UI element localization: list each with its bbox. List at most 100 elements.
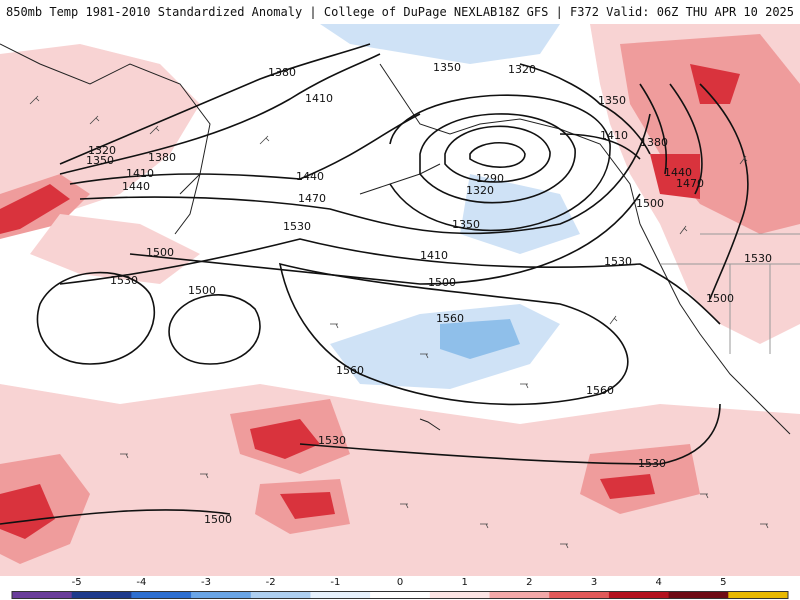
warm-area-sw-strong: [0, 484, 55, 539]
wind-barb: [480, 523, 489, 529]
colorbar-segment: [310, 591, 371, 599]
contour-label: 1410: [305, 92, 333, 105]
warm-anomaly-shading: [0, 24, 800, 576]
contour-label: 1470: [676, 177, 704, 190]
aleutian-chain: [359, 163, 441, 195]
warm-area-west-strong: [0, 184, 70, 234]
warm-area-south-strong-1: [250, 419, 320, 459]
colorbar-segment: [370, 591, 431, 599]
colorbar-segment: [608, 591, 670, 599]
colorbar-segment: [549, 591, 610, 599]
contour-label: 1470: [298, 192, 326, 205]
map-canvas: 1380 1410 1320 1350 1380 1410 1440 1440 …: [0, 24, 800, 576]
warm-area-pacific-nw-strong: [650, 154, 700, 199]
contour-1440-east: [639, 83, 668, 175]
wind-barb: [520, 383, 529, 389]
contour-1530-closed: [36, 271, 156, 365]
wind-barb: [200, 473, 209, 479]
contour-1500-south: [0, 509, 231, 525]
contour-label: 1380: [268, 66, 296, 79]
contour-label: 1500: [428, 276, 456, 289]
wind-barb: [149, 125, 160, 135]
contour-label: 1530: [318, 434, 346, 447]
kamchatka: [174, 173, 201, 235]
colorbar-tick-label: 2: [526, 577, 533, 588]
cold-anomaly-shading: [320, 24, 580, 389]
contour-1560-big: [278, 262, 629, 406]
colorbar-tick-label: -5: [71, 577, 82, 588]
contour-1500-arc: [129, 193, 641, 285]
cold-area-arctic: [320, 24, 560, 64]
colorbar-tick-label: 1: [461, 577, 468, 588]
model-valid-time: 18Z GFS | F372 Valid: 06Z THU APR 10 202…: [497, 5, 794, 19]
contour-1410-east: [559, 133, 641, 160]
contour-label: 1530: [604, 255, 632, 268]
contour-label: 1500: [146, 246, 174, 259]
contour-label: 1410: [126, 167, 154, 180]
anomaly-colorbar: -5 -4 -3 -2 -1 0 1 2 3 4 5: [0, 576, 800, 600]
contour-label: 1530: [283, 220, 311, 233]
warm-area-pacific-nw-mid: [620, 34, 800, 234]
contour-label: 1320: [466, 184, 494, 197]
contour-label: 1410: [420, 249, 448, 262]
contour-label: 1530: [638, 457, 666, 470]
contour-label: 1350: [452, 218, 480, 231]
wind-barb: [330, 323, 339, 329]
colorbar-strip: [0, 591, 800, 599]
product-title: 850mb Temp 1981-2010 Standardized Anomal…: [6, 5, 498, 19]
contour-1470-east: [669, 83, 703, 195]
colorbar-tick-label: 5: [720, 577, 727, 588]
contour-label: 1350: [86, 154, 114, 167]
contour-label: 1530: [110, 274, 138, 287]
contour-label: 1440: [664, 166, 692, 179]
russia-coast: [0, 43, 211, 195]
contour-1470-arc: [79, 113, 651, 235]
wind-barb: [739, 155, 748, 165]
contour-1380-west: [59, 43, 371, 165]
contour-1530-south: [299, 403, 721, 465]
colorbar-segment: [131, 591, 192, 599]
contour-label: 1440: [122, 180, 150, 193]
wind-barb: [609, 315, 618, 325]
colorbar-segment: [250, 591, 311, 599]
coastlines: [0, 43, 800, 435]
warm-area-south-strong-2: [280, 492, 335, 519]
contour-1320-low: [444, 125, 551, 183]
contour-1500-east: [699, 83, 749, 300]
wind-barb: [420, 353, 429, 359]
contour-label: 1380: [640, 136, 668, 149]
colorbar-segment: [71, 591, 132, 599]
contour-label: 1560: [336, 364, 364, 377]
wind-barb: [679, 225, 688, 235]
wind-barbs: [29, 95, 769, 549]
colorbar-tick-label: -2: [265, 577, 276, 588]
colorbar-segment: [668, 591, 729, 599]
colorbar-tick-label: 4: [655, 577, 662, 588]
wind-barb: [760, 523, 769, 529]
colorbar-svg: [11, 591, 789, 599]
colorbar-segment: [728, 591, 789, 599]
warm-area-se-strong: [600, 474, 655, 499]
colorbar-tick-label: -4: [136, 577, 147, 588]
wind-barb: [400, 503, 409, 509]
contour-label: 1530: [744, 252, 772, 265]
wind-barb: [700, 493, 709, 499]
contour-label: 1440: [296, 170, 324, 183]
state-borders: [660, 233, 800, 354]
contour-label: 1500: [636, 197, 664, 210]
wind-barb: [120, 453, 129, 459]
wind-barb: [89, 115, 100, 125]
contour-labels: 1380 1410 1320 1350 1380 1410 1440 1440 …: [86, 61, 772, 526]
wind-barb: [560, 543, 569, 549]
contour-label: 1350: [598, 94, 626, 107]
contour-label: 1410: [600, 129, 628, 142]
colorbar-segment: [12, 591, 73, 599]
colorbar-outline: [11, 591, 789, 599]
contour-1290: [469, 142, 526, 169]
warm-area-south-band: [0, 384, 800, 576]
contour-label: 1500: [706, 292, 734, 305]
contour-label: 1320: [508, 63, 536, 76]
wind-barb: [29, 95, 40, 105]
hawaii: [419, 418, 441, 431]
